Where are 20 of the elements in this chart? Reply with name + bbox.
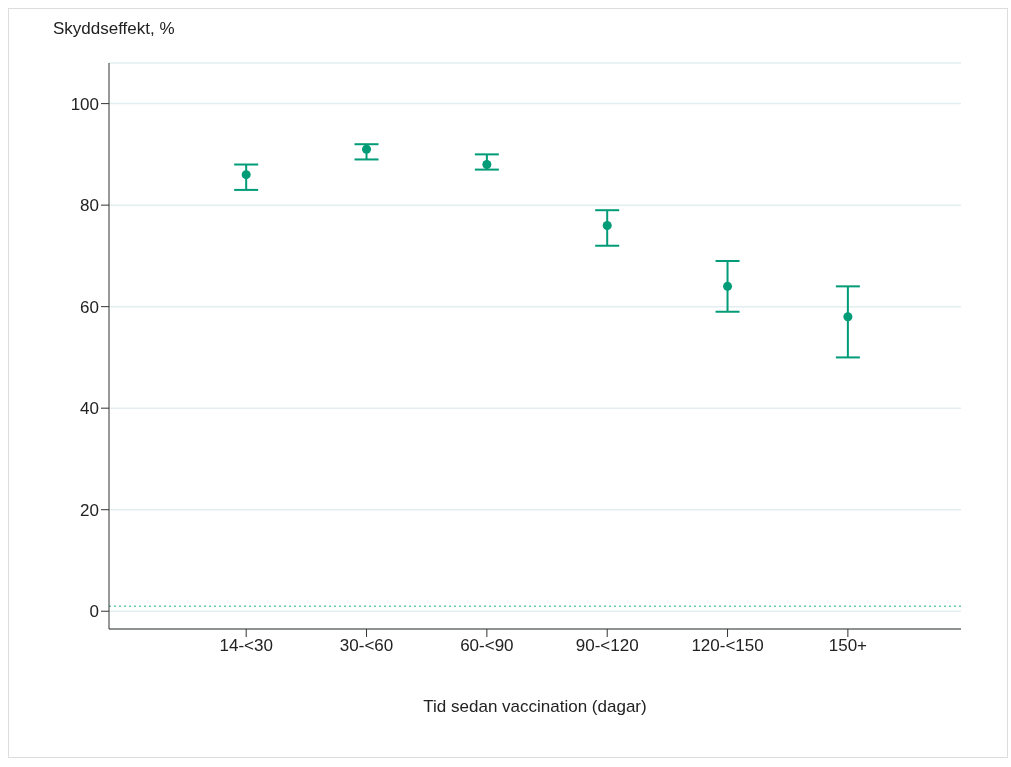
y-tick-label: 20 xyxy=(80,500,99,520)
y-tick-label: 0 xyxy=(89,602,99,622)
point xyxy=(362,144,372,154)
y-tick-label: 80 xyxy=(80,196,99,216)
y-tick-label: 100 xyxy=(70,94,99,114)
point xyxy=(241,170,251,180)
x-tick-label: 120-<150 xyxy=(691,636,764,656)
point xyxy=(602,220,612,230)
x-tick-label: 14-<30 xyxy=(219,636,273,656)
x-axis-title: Tid sedan vaccination (dagar) xyxy=(422,697,648,717)
x-tick-label: 90-<120 xyxy=(575,636,639,656)
y-axis-title: Skyddseffekt, % xyxy=(53,19,175,39)
point xyxy=(843,312,853,322)
point xyxy=(723,281,733,291)
x-tick-label: 150+ xyxy=(828,636,868,656)
y-tick-label: 40 xyxy=(80,399,99,419)
x-tick-label: 60-<90 xyxy=(460,636,514,656)
x-tick-label: 30-<60 xyxy=(339,636,394,656)
y-tick-label: 60 xyxy=(80,297,99,317)
point xyxy=(482,160,492,170)
